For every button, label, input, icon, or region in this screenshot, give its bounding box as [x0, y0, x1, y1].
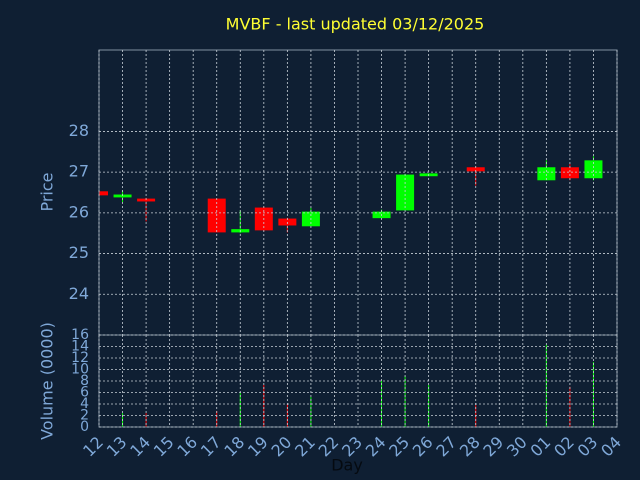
candle-body — [137, 198, 156, 202]
y-tick-label: 28 — [69, 121, 89, 140]
x-axis-label: Day — [331, 456, 363, 475]
y-tick-label: 26 — [69, 202, 89, 221]
y-tick-label: 14 — [71, 339, 89, 355]
y-tick-label: 16 — [71, 327, 89, 343]
y-tick-label: 2 — [80, 408, 89, 424]
candle-body — [537, 167, 556, 181]
candle-body — [99, 191, 108, 196]
y-tick-label: 6 — [80, 385, 89, 401]
y-tick-label: 12 — [71, 350, 89, 366]
y-tick-label: 10 — [71, 362, 89, 378]
candle-body — [584, 160, 603, 179]
plot-frame — [98, 49, 618, 336]
candle-body — [466, 167, 485, 172]
y-tick-label: 0 — [80, 419, 89, 435]
y-tick-label: 25 — [69, 243, 89, 262]
y-tick-label: 27 — [69, 162, 89, 181]
x-tick-label: 04 — [597, 433, 625, 461]
candle-body — [396, 174, 415, 211]
y-tick-label: 24 — [69, 284, 89, 303]
plot-area — [99, 156, 603, 427]
y-tick-label: 8 — [80, 373, 89, 389]
candle-body — [560, 167, 579, 179]
y-axis-label: Price — [38, 172, 57, 211]
y-axis-label: Volume (0000) — [38, 322, 57, 440]
chart-title: MVBF - last updated 03/12/2025 — [226, 15, 485, 34]
y-tick-label: 4 — [80, 396, 89, 412]
